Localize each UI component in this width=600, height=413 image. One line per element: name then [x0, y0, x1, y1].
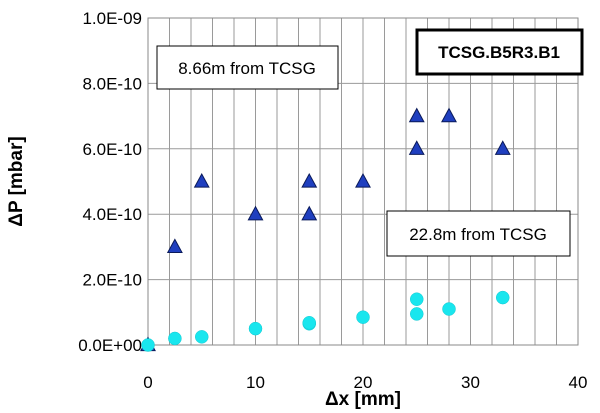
annotation-top-box: 8.66m from TCSG [156, 45, 339, 90]
y-tick-label: 2.0E-10 [82, 271, 142, 290]
plot-frame [147, 17, 579, 346]
y-tick-label: 8.0E-10 [82, 74, 142, 93]
circle-point [248, 321, 263, 336]
x-tick-label: 20 [354, 373, 373, 392]
triangle-point [408, 107, 425, 123]
triangle-point [193, 172, 210, 188]
y-axis-title: ΔP [mbar] [6, 136, 27, 226]
series-1 [140, 107, 511, 352]
triangle-point [441, 107, 457, 123]
circle-point [195, 330, 209, 344]
circle-point [168, 331, 182, 346]
circle-point [410, 307, 424, 321]
triangle-point [355, 172, 371, 188]
circle-point [356, 310, 370, 324]
triangle-point [408, 140, 425, 155]
triangle-point [247, 205, 264, 221]
y-tick-label: 0.0E+00 [78, 336, 142, 355]
y-tick-labels: 0.0E+00 2.0E-10 4.0E-10 6.0E-10 8.0E-10 1.0E-… [78, 9, 142, 355]
x-tick-label: 0 [143, 373, 152, 392]
circle-point [410, 292, 424, 306]
circle-point [141, 338, 155, 352]
series-2 [141, 290, 510, 352]
triangle-point [301, 205, 318, 221]
x-tick-label: 40 [569, 373, 588, 392]
series-layer [140, 107, 511, 352]
x-tick-label: 10 [246, 373, 265, 392]
y-tick-label: 1.0E-09 [82, 9, 142, 28]
annotation-bottom-text: 22.8m from TCSG [409, 225, 547, 244]
x-tick-labels: 0 10 20 30 40 [143, 373, 587, 392]
x-axis-title: Δx [mm] [325, 389, 401, 410]
circle-point [302, 316, 316, 330]
x-tick-label: 30 [461, 373, 480, 392]
y-tick-label: 6.0E-10 [82, 140, 142, 159]
tag-box: TCSG.B5R3.B1 [415, 28, 584, 76]
triangle-point [494, 140, 511, 155]
annotation-bottom-box: 22.8m from TCSG [386, 210, 571, 257]
circle-point [442, 302, 456, 316]
triangle-point [166, 238, 183, 254]
annotation-top-text: 8.66m from TCSG [178, 59, 316, 78]
triangle-point [301, 172, 318, 188]
y-tick-label: 4.0E-10 [82, 205, 142, 224]
tag-text: TCSG.B5R3.B1 [438, 43, 560, 62]
circle-point [496, 290, 510, 305]
